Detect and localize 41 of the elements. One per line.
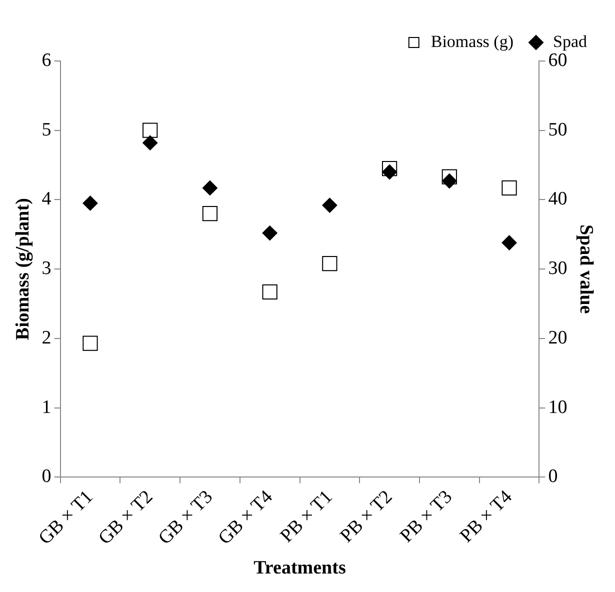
y-tick-label: 4 <box>42 188 52 210</box>
point <box>262 284 278 300</box>
point <box>142 135 158 150</box>
point <box>82 196 98 211</box>
y-tick-label: 2 <box>42 327 52 348</box>
x-tick-label: PB × T1 <box>276 486 337 547</box>
point <box>382 164 398 180</box>
point <box>322 198 338 213</box>
y2-tick-label: 10 <box>548 396 568 418</box>
point <box>202 180 218 196</box>
point <box>82 336 98 351</box>
point <box>442 169 457 184</box>
legend-label: Spad <box>553 32 588 51</box>
point <box>142 122 158 138</box>
legend-label: Biomass (g) <box>430 32 514 51</box>
x-tick-label: PB × T4 <box>456 486 517 547</box>
y-axis-title: Biomass (g/plant) <box>12 198 34 340</box>
x-tick-label: PB × T2 <box>336 486 397 547</box>
point <box>382 160 398 176</box>
y2-tick-label: 20 <box>548 327 568 348</box>
y-tick-label: 5 <box>42 119 52 140</box>
y2-tick-label: 0 <box>548 466 558 488</box>
y2-tick-label: 60 <box>548 50 568 71</box>
y-tick-label: 6 <box>42 50 52 71</box>
point <box>502 180 517 196</box>
x-axis-title: Treatments <box>254 558 346 579</box>
y-tick-label: 3 <box>42 258 52 280</box>
x-tick-label: GB × T2 <box>94 486 158 549</box>
x-tick-label: PB × T3 <box>396 486 456 547</box>
point <box>262 226 278 241</box>
x-tick-label: GB × T1 <box>34 486 98 549</box>
y2-axis-title: Spad value <box>576 224 597 314</box>
y2-tick-label: 40 <box>548 188 568 210</box>
point <box>442 174 457 189</box>
y-tick-label: 0 <box>42 466 52 488</box>
point <box>322 256 338 272</box>
point <box>502 235 517 250</box>
y2-tick-label: 50 <box>548 119 568 140</box>
point <box>202 206 218 222</box>
y2-tick-label: 30 <box>548 258 568 280</box>
y-tick-label: 1 <box>42 396 52 418</box>
